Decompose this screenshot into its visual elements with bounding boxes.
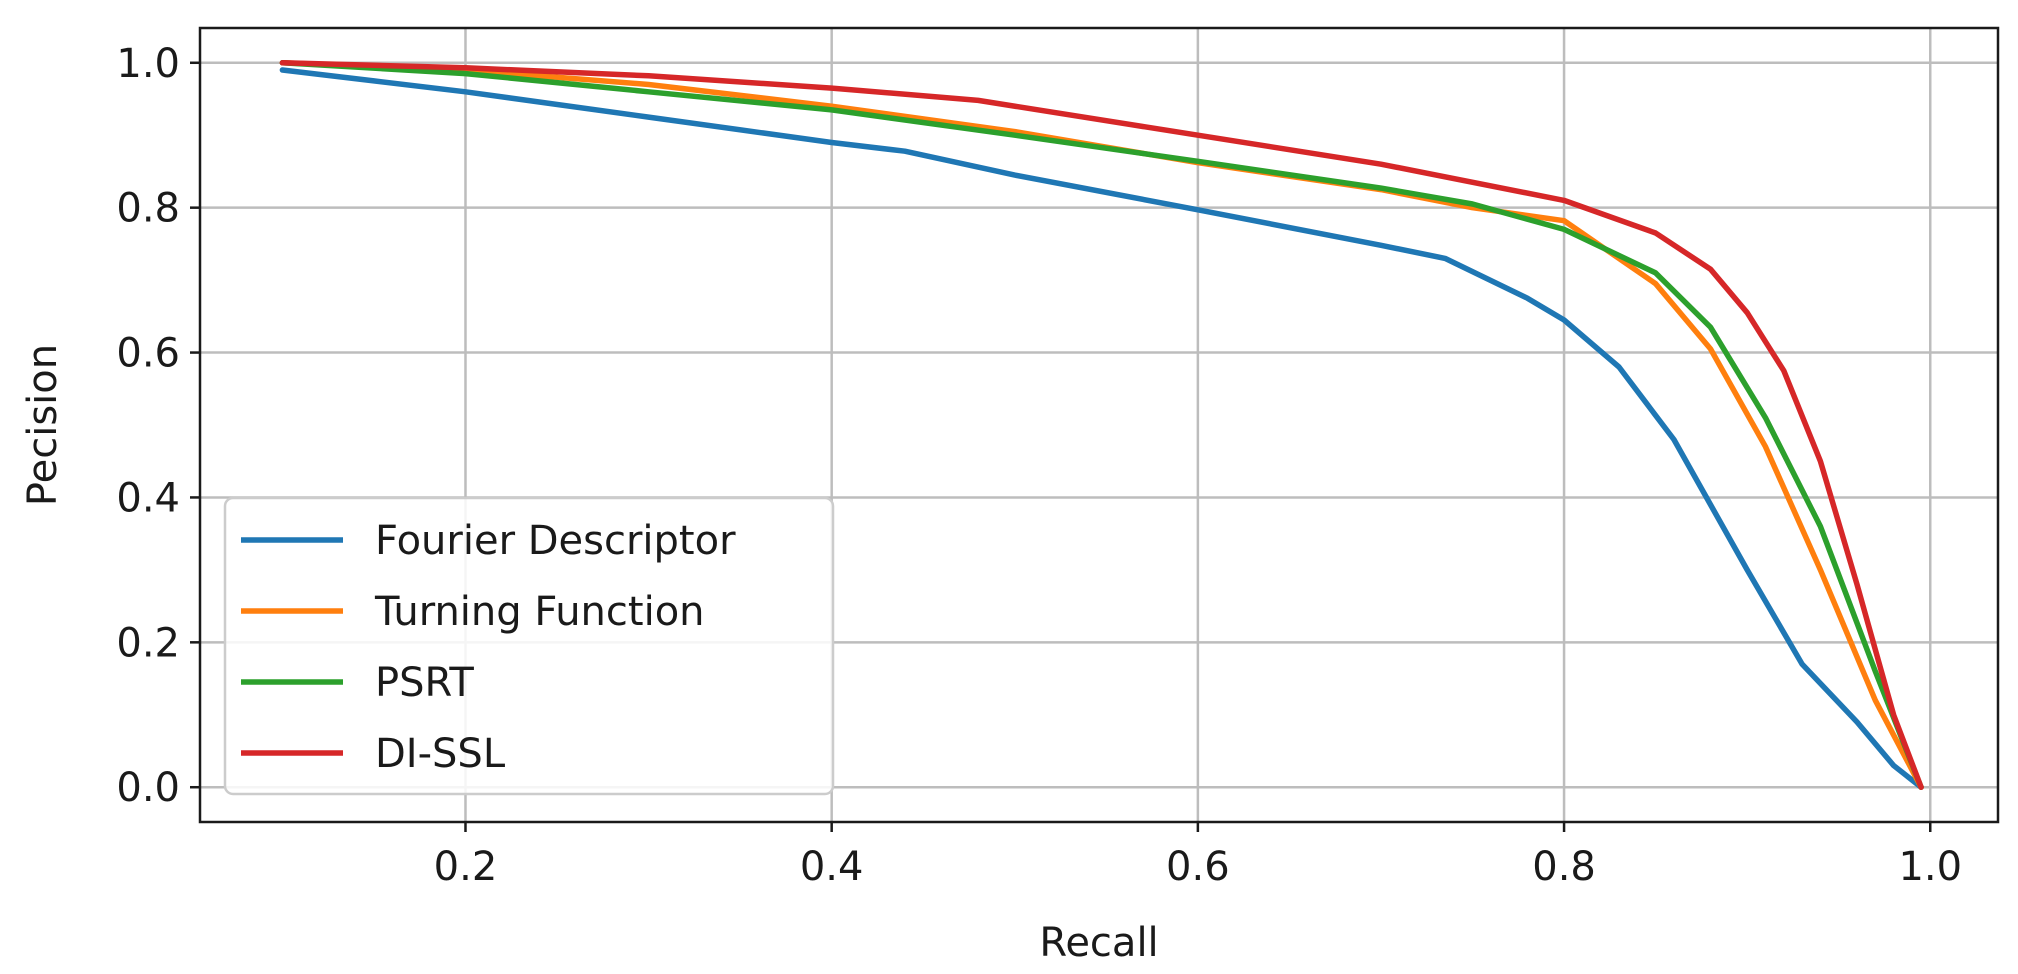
y-tick-label: 0.0 [116, 765, 180, 811]
y-tick-label: 0.4 [116, 475, 180, 521]
x-tick-label: 0.6 [1166, 844, 1230, 890]
series-line-psrt [279, 60, 1924, 790]
y-tick-label: 0.6 [116, 331, 180, 377]
series-line-fourier-descriptor [279, 67, 1924, 790]
legend-label-di-ssl: DI-SSL [375, 731, 506, 777]
y-tick-label: 0.8 [116, 186, 180, 232]
legend: Fourier Descriptor Turning Function PSRT DI… [223, 496, 835, 796]
x-tick-label: 1.0 [1898, 844, 1962, 890]
series-line-di-ssl [279, 60, 1924, 790]
legend-box [223, 496, 835, 796]
y-tick-label: 0.2 [116, 620, 180, 666]
plot-frame [198, 26, 2000, 824]
x-axis-label: Recall [1039, 920, 1158, 966]
series-layer [279, 60, 1924, 790]
legend-label-turning-function: Turning Function [374, 589, 705, 635]
y-axis-label: Pecision [20, 344, 66, 506]
x-tick-label: 0.2 [434, 844, 498, 890]
series-line-turning-function [279, 60, 1924, 790]
x-tick-label: 0.8 [1532, 844, 1596, 890]
tick-layer: 0.2 0.4 0.6 0.8 1.0 0.0 0.2 0.4 0.6 0.8 1.0 [116, 41, 1962, 890]
y-tick-label: 1.0 [116, 41, 180, 87]
legend-label-fourier-descriptor: Fourier Descriptor [375, 518, 736, 564]
legend-label-psrt: PSRT [375, 660, 474, 706]
x-tick-label: 0.4 [800, 844, 864, 890]
